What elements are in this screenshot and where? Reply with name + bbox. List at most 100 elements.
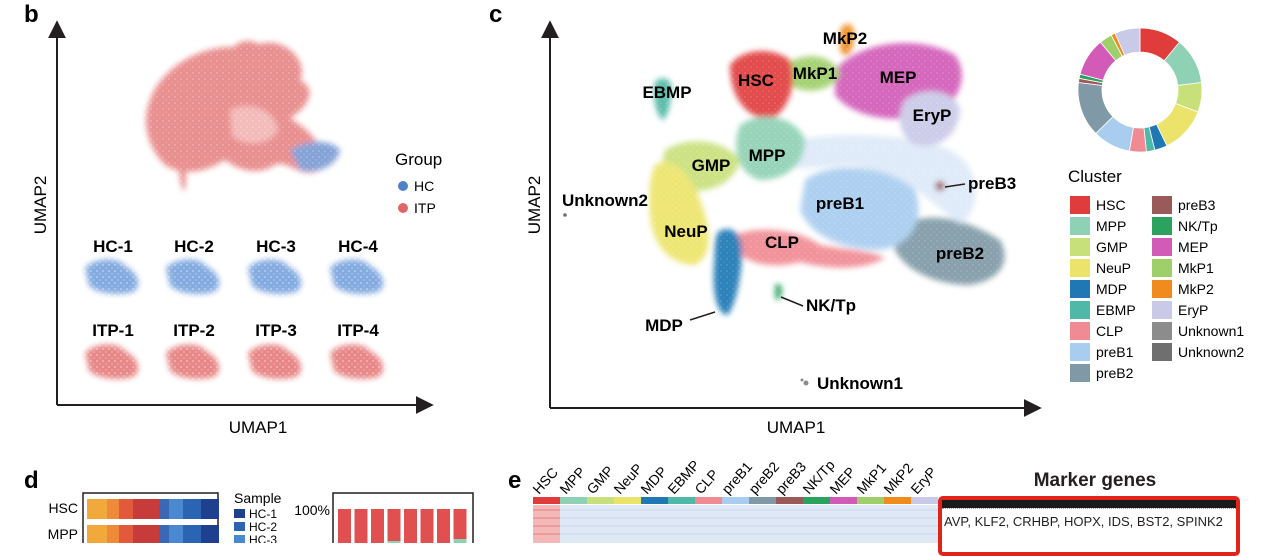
legend-swatch-mkp2: [1152, 280, 1172, 298]
legend-label-preb2: preB2: [1096, 365, 1134, 381]
panel-b-legend-hc-swatch: [398, 181, 408, 191]
stacked-bar-4-segment: [387, 541, 401, 543]
sample-bar-row1-seg5: [159, 499, 169, 519]
grid-label-hc-1: HC-1: [93, 237, 133, 256]
heatmap-cell-mkp1: [857, 505, 884, 543]
legend-label-preb3: preB3: [1178, 197, 1216, 213]
legend-swatch-mep: [1152, 238, 1172, 256]
mini-umap-itp-4: [326, 339, 390, 383]
panel-d-sample-swatch-2: [234, 522, 245, 531]
panel-c: c UMAP1 UMAP2: [489, 1, 1244, 437]
sample-bar-row2-seg3: [119, 525, 133, 543]
cluster-label-preb3: preB3: [968, 174, 1016, 193]
panel-d-ytick-100: 100%: [294, 502, 330, 518]
stacked-bar-8: [453, 509, 467, 543]
legend-label-eryp: EryP: [1178, 302, 1208, 318]
legend-label-preb1: preB1: [1096, 344, 1134, 360]
legend-label-mpp: MPP: [1096, 218, 1126, 234]
leader-line-mdp: [689, 311, 716, 321]
heatmap-col-bar-preb2: [749, 497, 776, 504]
cluster-label-preb1: preB1: [816, 194, 864, 213]
grid-label-itp-2: ITP-2: [173, 321, 215, 340]
cluster-label-preb2: preB2: [936, 244, 984, 263]
heatmap-cell-hsc: [533, 505, 560, 543]
panel-d-sample-bars: [87, 499, 219, 543]
heatmap-col-bar-mkp2: [884, 497, 911, 504]
sample-bar-row1-seg3: [119, 499, 133, 519]
sample-bar-row1-seg7: [183, 499, 201, 519]
mini-umap-itp-1: [81, 339, 145, 383]
cluster-label-unknown2: Unknown2: [562, 191, 648, 210]
legend-label-gmp: GMP: [1096, 239, 1128, 255]
legend-label-mdp: MDP: [1096, 281, 1127, 297]
heatmap-cell-mdp: [641, 505, 668, 543]
marker-genes-header-bar: [942, 500, 1236, 508]
legend-swatch-mdp: [1070, 280, 1090, 298]
sample-bar-row1-seg6: [169, 499, 183, 519]
panel-d-sample-swatch-3: [234, 535, 245, 543]
panel-d-row-mpp: MPP: [48, 526, 78, 542]
heatmap-cell-clp: [695, 505, 722, 543]
sample-bar-row1-seg2: [107, 499, 119, 519]
cluster-label-mkp1: MkP1: [793, 64, 837, 83]
heatmap-cell-neup: [614, 505, 641, 543]
panel-b-legend-hc: HC: [414, 178, 434, 194]
stacked-bar-6: [420, 509, 434, 543]
heatmap-cell-gmp: [587, 505, 614, 543]
panel-b-ylabel: UMAP2: [31, 176, 50, 235]
legend-label-neup: NeuP: [1096, 260, 1131, 276]
cluster-label-unknown1: Unknown1: [817, 374, 903, 393]
panel-b-xlabel: UMAP1: [229, 418, 288, 437]
panel-d-sample-title: Sample: [234, 490, 282, 506]
cluster-label-eryp: EryP: [913, 106, 952, 125]
panel-b-legend-itp: ITP: [414, 200, 436, 216]
heatmap-col-bar-clp: [695, 497, 722, 504]
stacked-bar-4: [387, 509, 401, 543]
panel-d-sample-3: HC-3: [249, 533, 277, 543]
marker-genes-box: AVP, KLF2, CRHBP, HOPX, IDS, BST2, SPINK…: [938, 496, 1240, 556]
legend-label-unknown2: Unknown2: [1178, 344, 1244, 360]
heatmap-col-label-mpp: MPP: [556, 464, 588, 497]
sample-bar-row2-seg1: [87, 525, 107, 543]
panel-e-heatmap: [533, 497, 938, 543]
panel-d-sample-swatch-1: [234, 509, 245, 518]
grid-label-hc-4: HC-4: [338, 237, 378, 256]
panel-d-stacked-bars: [338, 509, 467, 543]
heatmap-col-bar-mdp: [641, 497, 668, 504]
heatmap-cell-mpp: [560, 505, 587, 543]
heatmap-col-label-gmp: GMP: [583, 463, 616, 497]
legend-label-mkp2: MkP2: [1178, 281, 1214, 297]
legend-swatch-eryp: [1152, 301, 1172, 319]
panel-e: e HSCMPPGMPNeuPMDPEBMPCLPpreB1preB2preB3…: [508, 457, 940, 543]
heatmap-cell-nktp: [803, 505, 830, 543]
panel-b-label: b: [24, 1, 39, 28]
legend-label-mep: MEP: [1178, 239, 1208, 255]
sample-bar-row1-seg4: [133, 499, 159, 519]
legend-swatch-mpp: [1070, 217, 1090, 235]
cluster-label-mdp: MDP: [645, 316, 683, 335]
marker-genes-text: AVP, KLF2, CRHBP, HOPX, IDS, BST2, SPINK…: [942, 508, 1236, 528]
heatmap-cell-preb2: [749, 505, 776, 543]
sample-bar-row1-seg1: [87, 499, 107, 519]
panel-d-sample-2: HC-2: [249, 520, 277, 534]
legend-label-clp: CLP: [1096, 323, 1123, 339]
legend-swatch-mkp1: [1152, 259, 1172, 277]
cluster-label-neup: NeuP: [664, 222, 707, 241]
legend-swatch-nktp: [1152, 217, 1172, 235]
heatmap-cell-mkp2: [884, 505, 911, 543]
legend-swatch-hsc: [1070, 196, 1090, 214]
sample-bar-row2-seg5: [159, 525, 169, 543]
legend-swatch-ebmp: [1070, 301, 1090, 319]
cluster-label-mkp2: MkP2: [823, 29, 867, 48]
figure-canvas: b UMAP1 UMAP2 Group HC ITP HC-1 HC-2 HC-…: [24, 1, 1244, 543]
stacked-bar-7: [437, 509, 450, 543]
legend-swatch-neup: [1070, 259, 1090, 277]
panel-b-legend-title: Group: [395, 150, 442, 169]
panel-b-umap-scatter: [140, 30, 350, 195]
cluster-label-hsc: HSC: [738, 71, 774, 90]
sample-bar-row2-seg6: [169, 525, 183, 543]
cluster-label-mep: MEP: [880, 68, 917, 87]
mini-umap-hc-4: [326, 254, 390, 298]
panel-d-stacked-frame: [332, 492, 474, 543]
legend-swatch-preb1: [1070, 343, 1090, 361]
